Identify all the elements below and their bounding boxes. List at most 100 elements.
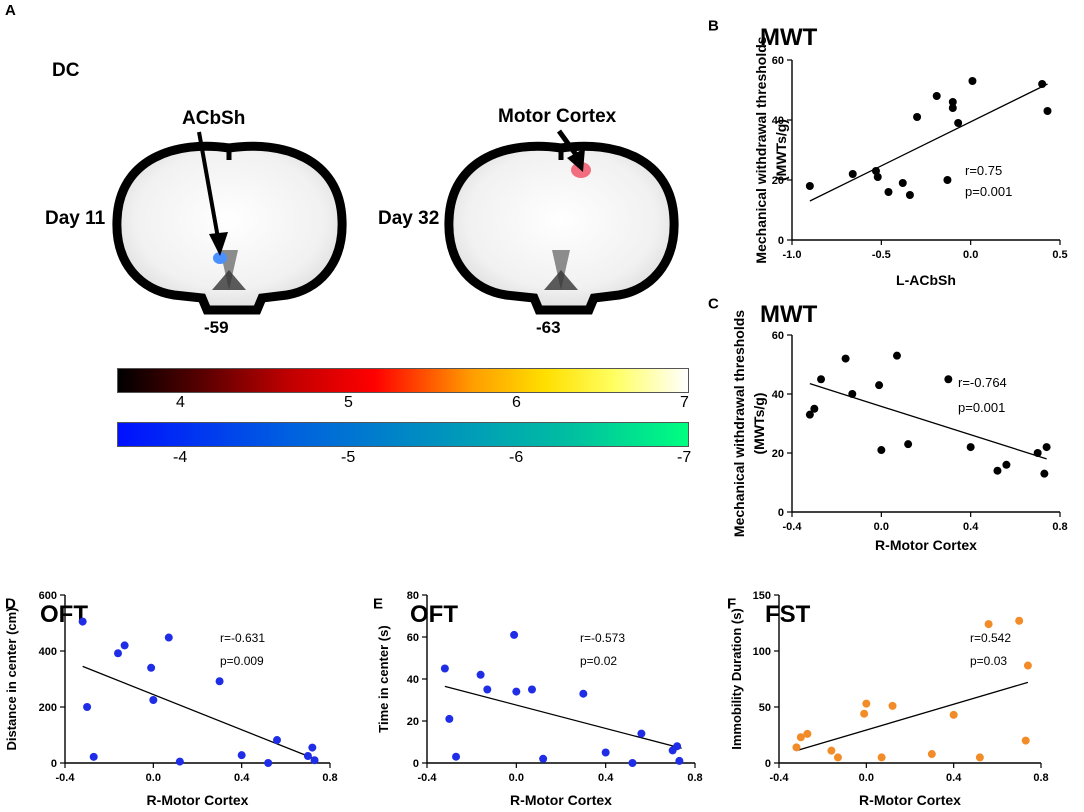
panel-c-data-point bbox=[841, 354, 850, 363]
panel-c-r-value: r=-0.764 bbox=[958, 375, 1007, 390]
panel-c-data-point bbox=[1040, 469, 1049, 478]
panel-c-data-point bbox=[875, 381, 884, 390]
panel-d-data-point bbox=[120, 641, 129, 650]
panel-f-data-point bbox=[1023, 661, 1032, 670]
panel-f-data-point bbox=[888, 701, 897, 710]
panel-f-letter: F bbox=[727, 595, 736, 612]
panel-e-x-tick-label: 0.4 bbox=[598, 772, 614, 784]
panel-b-y-label-units: (MWTs/g) bbox=[773, 119, 789, 181]
panel-d-y-label: Distance in center (cm) bbox=[4, 607, 19, 750]
panel-f-p-value: p=0.03 bbox=[970, 654, 1007, 668]
right-brain-slice bbox=[444, 141, 679, 315]
panel-c-y-label: Mechanical withdrawal thresholds bbox=[731, 310, 747, 537]
panel-f-data-point bbox=[792, 743, 801, 752]
right-coord-label: -63 bbox=[536, 318, 561, 337]
panel-f-data-point bbox=[833, 753, 842, 762]
colorbar-positive bbox=[117, 368, 689, 393]
panel-d-y-tick-label: 200 bbox=[39, 702, 57, 714]
panel-e-y-tick-label: 40 bbox=[407, 674, 419, 686]
panel-e-x-tick-label: -0.4 bbox=[418, 772, 438, 784]
panel-e-p-value: p=0.02 bbox=[580, 654, 617, 668]
panel-f-title: FST bbox=[765, 601, 811, 628]
panel-c-data-point bbox=[810, 404, 819, 413]
panel-b-data-point bbox=[905, 191, 914, 199]
panel-c-data-point bbox=[1002, 460, 1011, 469]
panel-d-x-tick-label: -0.4 bbox=[56, 772, 76, 784]
panel-e-data-point bbox=[476, 670, 485, 679]
panel-b-data-point bbox=[873, 173, 882, 181]
right-arrow-icon bbox=[556, 129, 585, 172]
panel-b-data-point bbox=[805, 182, 814, 190]
colorbar-pos-tick: 7 bbox=[680, 394, 689, 411]
panel-f-data-point bbox=[975, 753, 984, 762]
colorbar-neg-tick: -7 bbox=[677, 449, 692, 466]
panel-e-x-tick-label: 0.8 bbox=[687, 772, 702, 784]
panel-f-y-tick-label: 50 bbox=[759, 702, 771, 714]
panel-b-data-point bbox=[871, 167, 880, 175]
panel-e-y-tick-label: 20 bbox=[407, 716, 419, 728]
panel-f-data-point bbox=[1015, 616, 1024, 625]
panel-c-x-tick-label: 0.8 bbox=[1052, 521, 1067, 533]
panel-d-x-tick-label: 0.0 bbox=[146, 772, 161, 784]
panel-f-x-tick-label: 0.0 bbox=[859, 772, 874, 784]
panel-e-data-point bbox=[628, 759, 637, 767]
panel-d-data-point bbox=[149, 696, 158, 704]
panel-b-x-tick-label: -0.5 bbox=[872, 249, 891, 261]
panel-c-y-tick-label: 20 bbox=[772, 448, 784, 460]
panel-e-x-label: R-Motor Cortex bbox=[510, 792, 612, 808]
panel-f-data-point bbox=[803, 729, 812, 738]
panel-d-data-point bbox=[114, 649, 122, 658]
panel-f-data-point bbox=[1021, 736, 1030, 745]
panel-c-y-tick-label: 60 bbox=[772, 330, 784, 342]
panel-d-data-point bbox=[89, 752, 98, 761]
panel-c-data-point bbox=[848, 390, 857, 398]
panel-f-data-point bbox=[827, 746, 836, 755]
panel-f-data-point bbox=[796, 733, 805, 742]
panel-b-data-point bbox=[884, 188, 893, 196]
panel-d-data-point bbox=[78, 617, 87, 626]
panel-c-data-point bbox=[966, 443, 975, 452]
panel-e-data-point bbox=[483, 685, 492, 694]
left-activation-blob bbox=[213, 252, 227, 264]
panel-e-y-tick-label: 80 bbox=[407, 590, 419, 602]
panel-b-title: MWT bbox=[760, 24, 818, 51]
colorbar-pos-tick: 6 bbox=[512, 394, 521, 411]
panel-e-data-point bbox=[673, 742, 682, 751]
panel-c-data-point bbox=[805, 410, 814, 419]
panel-f-data-point bbox=[862, 699, 871, 708]
panel-e-data-point bbox=[445, 714, 454, 723]
panel-e-data-point bbox=[675, 756, 684, 765]
left-region-label: ACbSh bbox=[182, 108, 246, 129]
panel-e-data-point bbox=[512, 687, 521, 696]
colorbar-neg-tick: -6 bbox=[509, 449, 524, 466]
panel-e-r-value: r=-0.573 bbox=[580, 631, 625, 645]
colorbar-pos-tick: 5 bbox=[344, 394, 353, 411]
panel-f-data-point bbox=[949, 710, 958, 719]
colorbar-neg-tick: -5 bbox=[341, 449, 356, 466]
panel-c-x-tick-label: -0.4 bbox=[783, 521, 803, 533]
panel-d-data-point bbox=[303, 752, 312, 760]
panel-f-x-tick-label: 0.8 bbox=[1033, 772, 1048, 784]
panel-d-data-point bbox=[175, 757, 184, 766]
panel-e-x-tick-label: 0.0 bbox=[509, 772, 524, 784]
panel-d-data-point bbox=[237, 751, 246, 760]
panel-f-data-point bbox=[877, 753, 886, 762]
panel-b-x-tick-label: -1.0 bbox=[783, 249, 802, 261]
panel-c-p-value: p=0.001 bbox=[958, 400, 1005, 415]
panel-b-data-point bbox=[1043, 107, 1052, 115]
colorbar-negative bbox=[117, 422, 689, 447]
panel-e-y-tick-label: 0 bbox=[413, 758, 419, 770]
panel-d-data-point bbox=[164, 633, 173, 642]
panel-c-data-point bbox=[892, 351, 901, 360]
left-day-label: Day 11 bbox=[45, 208, 106, 229]
panel-d-data-point bbox=[310, 756, 319, 765]
panel-c-title: MWT bbox=[760, 301, 818, 328]
panel-d-letter: D bbox=[5, 595, 16, 612]
panel-e-data-point bbox=[579, 689, 588, 698]
panel-c-data-point bbox=[993, 466, 1002, 475]
panel-f-y-tick-label: 100 bbox=[753, 646, 771, 658]
panel-d-data-point bbox=[273, 736, 281, 745]
panel-f-x-tick-label: 0.4 bbox=[946, 772, 962, 784]
panel-b-x-tick-label: 0.5 bbox=[1052, 249, 1067, 261]
panel-d-x-tick-label: 0.8 bbox=[322, 772, 337, 784]
